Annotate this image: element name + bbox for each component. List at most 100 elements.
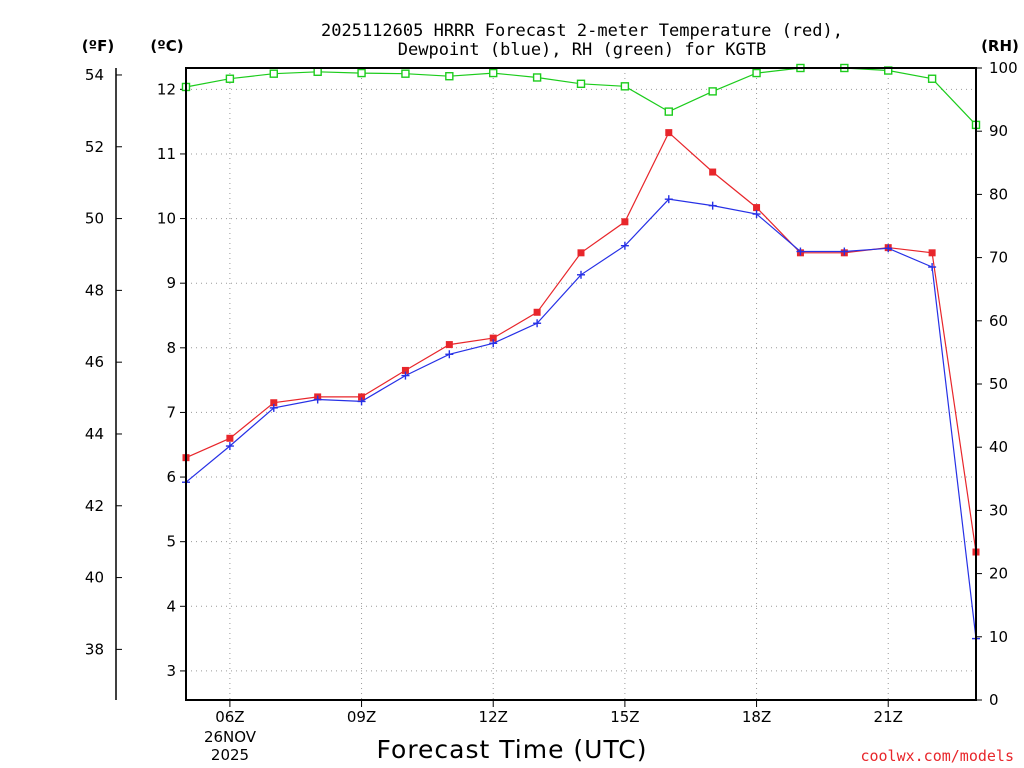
credit-label: coolwx.com/models	[860, 747, 1014, 765]
rh-point	[708, 87, 717, 96]
celsius-unit-label: (ºC)	[150, 37, 183, 55]
dewpoint-point	[533, 319, 542, 328]
date-label-year: 2025	[211, 746, 249, 764]
rh-point	[927, 74, 937, 83]
x-axis: 06Z 09Z 12Z 15Z 18Z 21Z	[215, 700, 903, 726]
dewpoint-point	[796, 247, 805, 256]
fahrenheit-tick-label: 54	[85, 66, 104, 84]
dewpoint-point	[445, 350, 454, 359]
x-tick-label: 12Z	[479, 708, 508, 726]
rh-point	[313, 67, 322, 76]
x-tick-label: 18Z	[742, 708, 771, 726]
rh-point	[752, 68, 761, 78]
temperature-point	[270, 399, 278, 407]
dewpoint-point	[269, 403, 278, 412]
rh-point	[357, 68, 366, 78]
rh-point	[401, 69, 410, 78]
temperature-point	[709, 168, 717, 176]
date-label-day: 26NOV	[204, 728, 257, 746]
plot-frame	[185, 67, 977, 701]
rh-tick-label: 30	[989, 501, 1008, 519]
rh-tick-label: 20	[989, 565, 1008, 583]
temperature-point	[489, 334, 497, 342]
rh-tick-label: 50	[989, 375, 1008, 393]
dewpoint-line	[185, 198, 977, 639]
rh-series	[181, 63, 981, 130]
temperature-point	[445, 341, 453, 349]
temperature-series	[182, 129, 980, 556]
celsius-tick-label: 8	[166, 339, 176, 357]
dewpoint-point	[840, 247, 849, 256]
rh-point	[445, 72, 454, 81]
dewpoint-point	[225, 442, 234, 451]
fahrenheit-tick-label: 42	[85, 497, 104, 515]
fahrenheit-axis: 38 40 42 44 46 48 50 52 54	[85, 66, 122, 658]
dewpoint-series	[182, 195, 980, 643]
rh-tick-label: 100	[989, 59, 1018, 77]
celsius-tick-label: 3	[166, 662, 176, 680]
dewpoint-point	[577, 270, 585, 279]
fahrenheit-tick-label: 38	[85, 640, 104, 658]
grid-lines	[186, 68, 976, 700]
rh-point	[532, 73, 542, 82]
temperature-point	[533, 308, 541, 316]
rh-tick-label: 0	[989, 691, 999, 709]
dewpoint-point	[708, 201, 717, 210]
temperature-point	[226, 434, 234, 442]
rh-line	[185, 67, 977, 126]
dewpoint-point	[928, 263, 937, 272]
x-axis-label: Forecast Time (UTC)	[377, 735, 648, 764]
dewpoint-point	[313, 395, 322, 404]
fahrenheit-tick-label: 46	[85, 353, 104, 371]
rh-tick-label: 10	[989, 628, 1008, 646]
temperature-point	[753, 204, 761, 212]
rh-tick-label: 60	[989, 312, 1008, 330]
rh-tick-label: 80	[989, 185, 1008, 203]
dewpoint-point	[664, 195, 673, 204]
celsius-axis: 3 4 5 6 7 8 9 10 11 12	[157, 80, 186, 680]
temperature-line	[185, 131, 977, 553]
dewpoint-point	[357, 397, 366, 406]
fahrenheit-unit-label: (ºF)	[82, 37, 114, 55]
x-tick-label: 06Z	[215, 708, 244, 726]
temperature-point	[665, 129, 673, 137]
rh-point	[269, 69, 278, 78]
x-tick-label: 09Z	[347, 708, 376, 726]
rh-axis: 0 10 20 30 40 50 60 70 80 90 100	[976, 59, 1018, 709]
celsius-tick-label: 9	[166, 274, 176, 292]
dewpoint-point	[489, 339, 498, 348]
rh-tick-label: 40	[989, 438, 1008, 456]
fahrenheit-tick-label: 48	[85, 281, 104, 299]
rh-point	[664, 107, 673, 116]
temperature-point	[621, 218, 629, 226]
x-tick-label: 15Z	[610, 708, 639, 726]
rh-unit-label: (RH)	[981, 37, 1019, 55]
fahrenheit-tick-label: 52	[85, 138, 104, 156]
chart-title-line1: 2025112605 HRRR Forecast 2-meter Tempera…	[321, 21, 843, 41]
temperature-point	[358, 393, 366, 401]
rh-point	[576, 79, 586, 89]
celsius-tick-label: 11	[157, 145, 176, 163]
temperature-point	[577, 249, 585, 257]
rh-point	[225, 74, 235, 83]
celsius-tick-label: 12	[157, 80, 176, 98]
fahrenheit-tick-label: 40	[85, 569, 104, 587]
celsius-tick-label: 4	[166, 597, 176, 615]
temperature-point	[401, 366, 409, 374]
dewpoint-point	[620, 241, 629, 250]
celsius-tick-label: 10	[157, 210, 176, 228]
dewpoint-point	[401, 371, 410, 380]
rh-point	[489, 68, 498, 78]
celsius-tick-label: 6	[166, 468, 176, 486]
dewpoint-point	[752, 210, 761, 219]
dewpoint-point	[884, 244, 893, 253]
celsius-tick-label: 7	[166, 403, 176, 421]
data-series	[181, 63, 981, 643]
fahrenheit-tick-label: 44	[85, 425, 104, 443]
rh-tick-label: 90	[989, 122, 1008, 140]
celsius-tick-label: 5	[166, 533, 176, 551]
temperature-point	[928, 249, 936, 257]
x-tick-label: 21Z	[874, 708, 903, 726]
fahrenheit-tick-label: 50	[85, 210, 104, 228]
